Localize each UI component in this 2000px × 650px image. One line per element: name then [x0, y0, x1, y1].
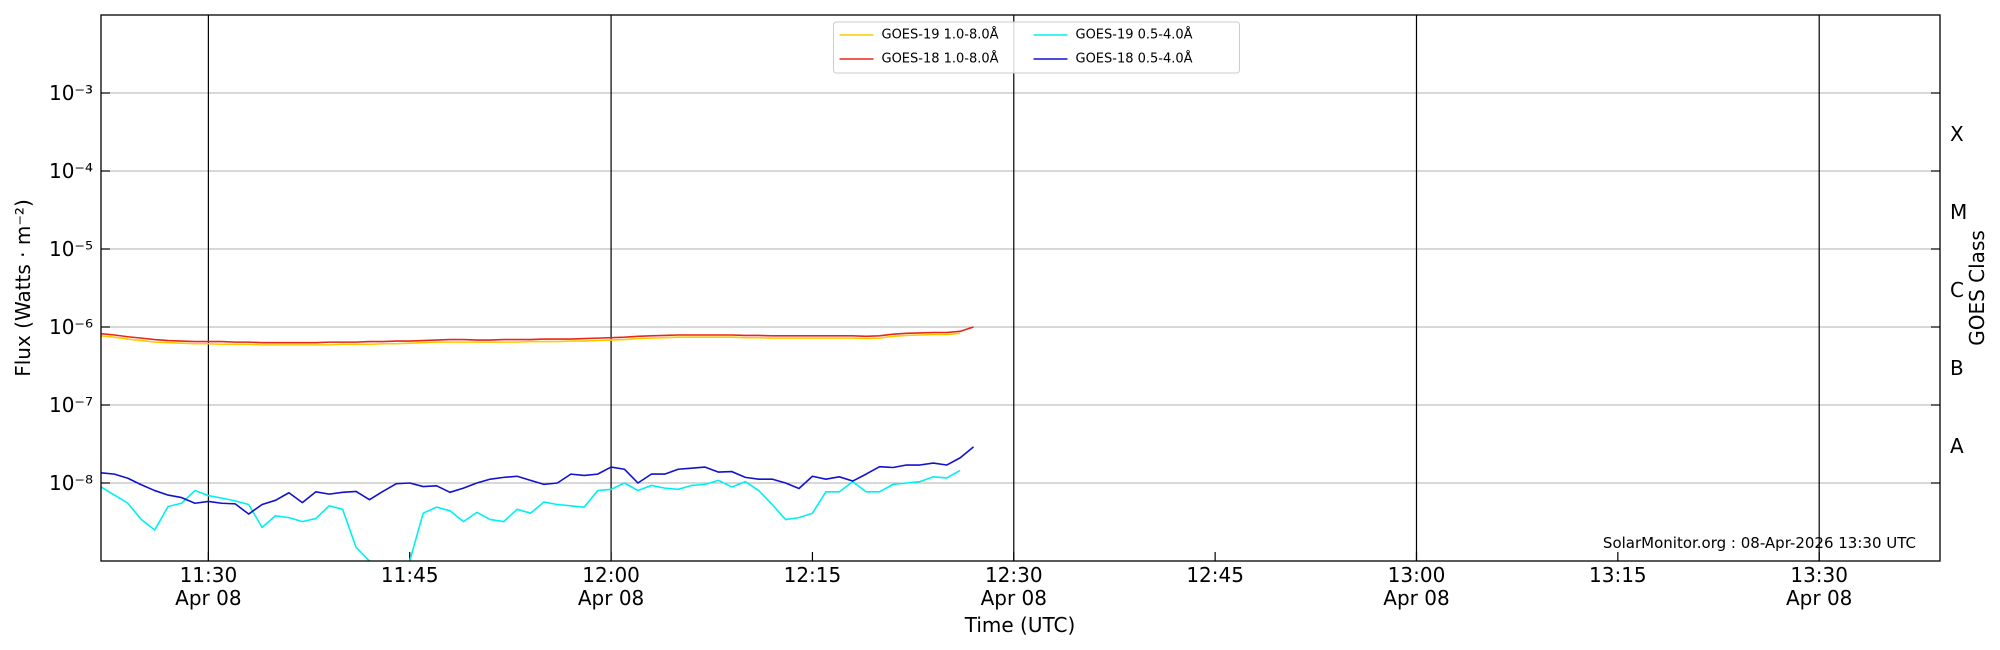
x-tick-date: Apr 08	[175, 586, 241, 610]
y2-axis-label: GOES Class	[1965, 230, 1989, 346]
plot-lines	[101, 326, 975, 561]
x-tick-date: Apr 08	[1786, 586, 1852, 610]
y2-tick-label: B	[1950, 356, 1964, 380]
annotation: SolarMonitor.org : 08-Apr-2026 13:30 UTC	[1603, 534, 1916, 552]
y-axis-label: Flux (Watts · m⁻²)	[11, 199, 35, 377]
y2-tick-label: C	[1950, 278, 1964, 302]
x-tick-label: 12:45	[1186, 563, 1244, 587]
series-line	[101, 469, 961, 561]
x-tick-date: Apr 08	[1383, 586, 1449, 610]
x-tick-label: 13:30	[1790, 563, 1848, 587]
legend-label: GOES-18 1.0-8.0Å	[882, 51, 999, 67]
y2-tick-label: A	[1950, 434, 1964, 458]
y-tick-label: 10⁻⁷	[49, 393, 93, 417]
x-tick-date: Apr 08	[981, 586, 1047, 610]
legend-label: GOES-18 0.5-4.0Å	[1076, 51, 1193, 67]
x-tick-label: 12:00	[582, 563, 640, 587]
y-tick-label: 10⁻⁸	[49, 471, 93, 495]
x-tick-label: 11:30	[180, 563, 238, 587]
series-line	[101, 446, 975, 515]
x-tick-label: 12:30	[985, 563, 1043, 587]
y2-tick-label: M	[1950, 200, 1967, 224]
x-tick-label: 13:15	[1589, 563, 1647, 587]
legend-label: GOES-19 1.0-8.0Å	[882, 27, 999, 43]
series-line	[101, 326, 974, 344]
legend-label: GOES-19 0.5-4.0Å	[1076, 27, 1193, 43]
x-axis-label: Time (UTC)	[964, 613, 1076, 637]
plot-frame	[100, 14, 1941, 562]
y-tick-label: 10⁻⁵	[49, 237, 93, 261]
x-tick-label: 13:00	[1388, 563, 1446, 587]
y-tick-label: 10⁻⁶	[49, 315, 93, 339]
x-tick-label: 11:45	[381, 563, 439, 587]
x-tick-date: Apr 08	[578, 586, 644, 610]
x-tick-label: 12:15	[784, 563, 842, 587]
y-tick-label: 10⁻³	[49, 81, 93, 105]
y-tick-label: 10⁻⁴	[49, 159, 93, 183]
series-line	[101, 332, 961, 346]
legend-box	[833, 21, 1240, 74]
y2-tick-label: X	[1950, 122, 1964, 146]
